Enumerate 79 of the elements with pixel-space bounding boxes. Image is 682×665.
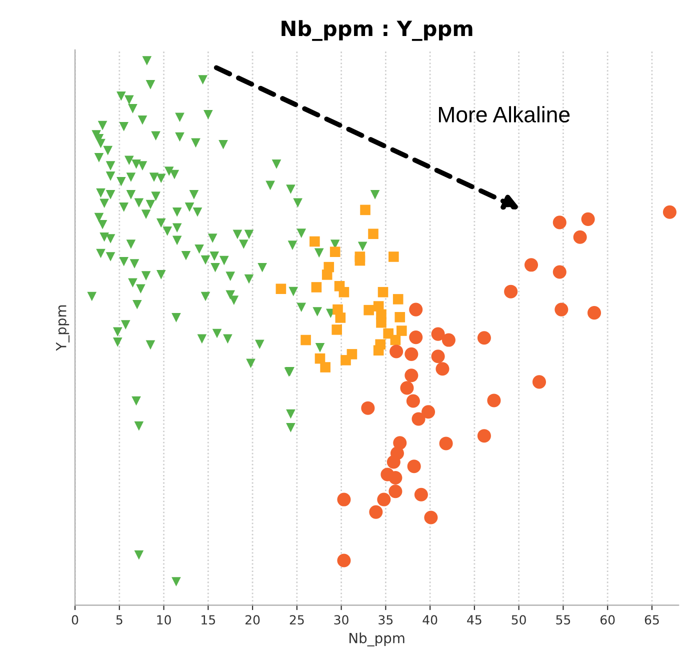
- point: [376, 317, 386, 328]
- point: [361, 401, 375, 415]
- point: [354, 255, 366, 266]
- point: [330, 246, 340, 257]
- point: [524, 258, 538, 272]
- point: [332, 324, 342, 335]
- point: [581, 212, 595, 226]
- point: [436, 362, 450, 376]
- point: [360, 204, 370, 216]
- point: [300, 334, 311, 346]
- x-tick-label: 30: [334, 615, 348, 625]
- point: [552, 216, 566, 230]
- point: [532, 375, 546, 389]
- point: [396, 326, 407, 336]
- x-tick-label: 65: [644, 615, 659, 625]
- point: [335, 312, 346, 323]
- x-tick-label: 10: [157, 615, 171, 625]
- point: [552, 265, 566, 279]
- point: [442, 333, 456, 347]
- point: [337, 554, 351, 568]
- point: [310, 236, 320, 247]
- point: [588, 306, 602, 320]
- point: [394, 312, 406, 322]
- point: [388, 470, 402, 485]
- point: [392, 294, 404, 304]
- point: [404, 368, 418, 382]
- point: [554, 302, 568, 316]
- point: [504, 284, 518, 298]
- point: [311, 282, 322, 292]
- point: [422, 405, 436, 419]
- x-tick-label: 25: [290, 615, 304, 625]
- x-tick-label: 5: [116, 615, 122, 625]
- point: [400, 381, 414, 395]
- point: [390, 334, 401, 346]
- point: [477, 331, 491, 345]
- point: [388, 484, 402, 498]
- point: [404, 347, 418, 361]
- point: [431, 327, 445, 341]
- point: [424, 510, 438, 524]
- x-tick-label: 60: [600, 615, 615, 625]
- point: [409, 302, 423, 316]
- y-axis-title: Y_ppm: [56, 305, 70, 351]
- point: [409, 330, 423, 344]
- point: [373, 345, 384, 356]
- x-tick-label: 50: [512, 615, 526, 625]
- point: [662, 205, 676, 219]
- x-axis-title: Nb_ppm: [350, 632, 404, 646]
- point: [322, 270, 332, 280]
- point: [487, 394, 501, 408]
- x-tick-label: 0: [72, 615, 78, 625]
- x-tick-label: 55: [556, 615, 570, 625]
- point: [431, 350, 445, 364]
- point: [573, 230, 587, 244]
- point: [368, 228, 378, 240]
- point: [337, 492, 351, 506]
- annotation: More Alkaline: [438, 106, 570, 122]
- point: [378, 286, 388, 298]
- point: [477, 429, 491, 443]
- x-tick-label: 15: [202, 615, 216, 625]
- x-tick-label: 35: [378, 615, 393, 625]
- point: [390, 344, 404, 358]
- point: [364, 304, 374, 316]
- chart-title: Nb_ppm : Y_ppm: [282, 20, 472, 41]
- x-tick-label: 20: [246, 615, 260, 625]
- point: [276, 284, 286, 294]
- point: [407, 460, 421, 474]
- x-tick-label: 40: [422, 615, 438, 625]
- point: [377, 492, 391, 506]
- point: [406, 394, 420, 408]
- point: [369, 505, 383, 519]
- point: [388, 252, 399, 262]
- point: [320, 362, 330, 372]
- point: [414, 488, 428, 502]
- point: [412, 412, 426, 426]
- point: [386, 455, 400, 469]
- x-tick-label: 45: [467, 615, 482, 625]
- point: [346, 349, 358, 360]
- point: [338, 286, 350, 298]
- point: [439, 436, 453, 450]
